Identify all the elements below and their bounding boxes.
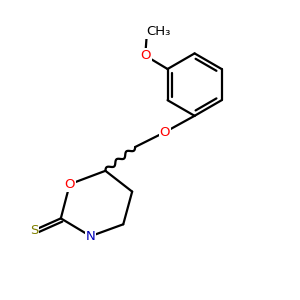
Text: S: S	[30, 224, 38, 237]
Text: O: O	[140, 49, 151, 62]
Text: CH₃: CH₃	[146, 26, 171, 38]
Text: O: O	[64, 178, 75, 191]
Text: N: N	[86, 230, 95, 243]
Text: O: O	[160, 126, 170, 139]
